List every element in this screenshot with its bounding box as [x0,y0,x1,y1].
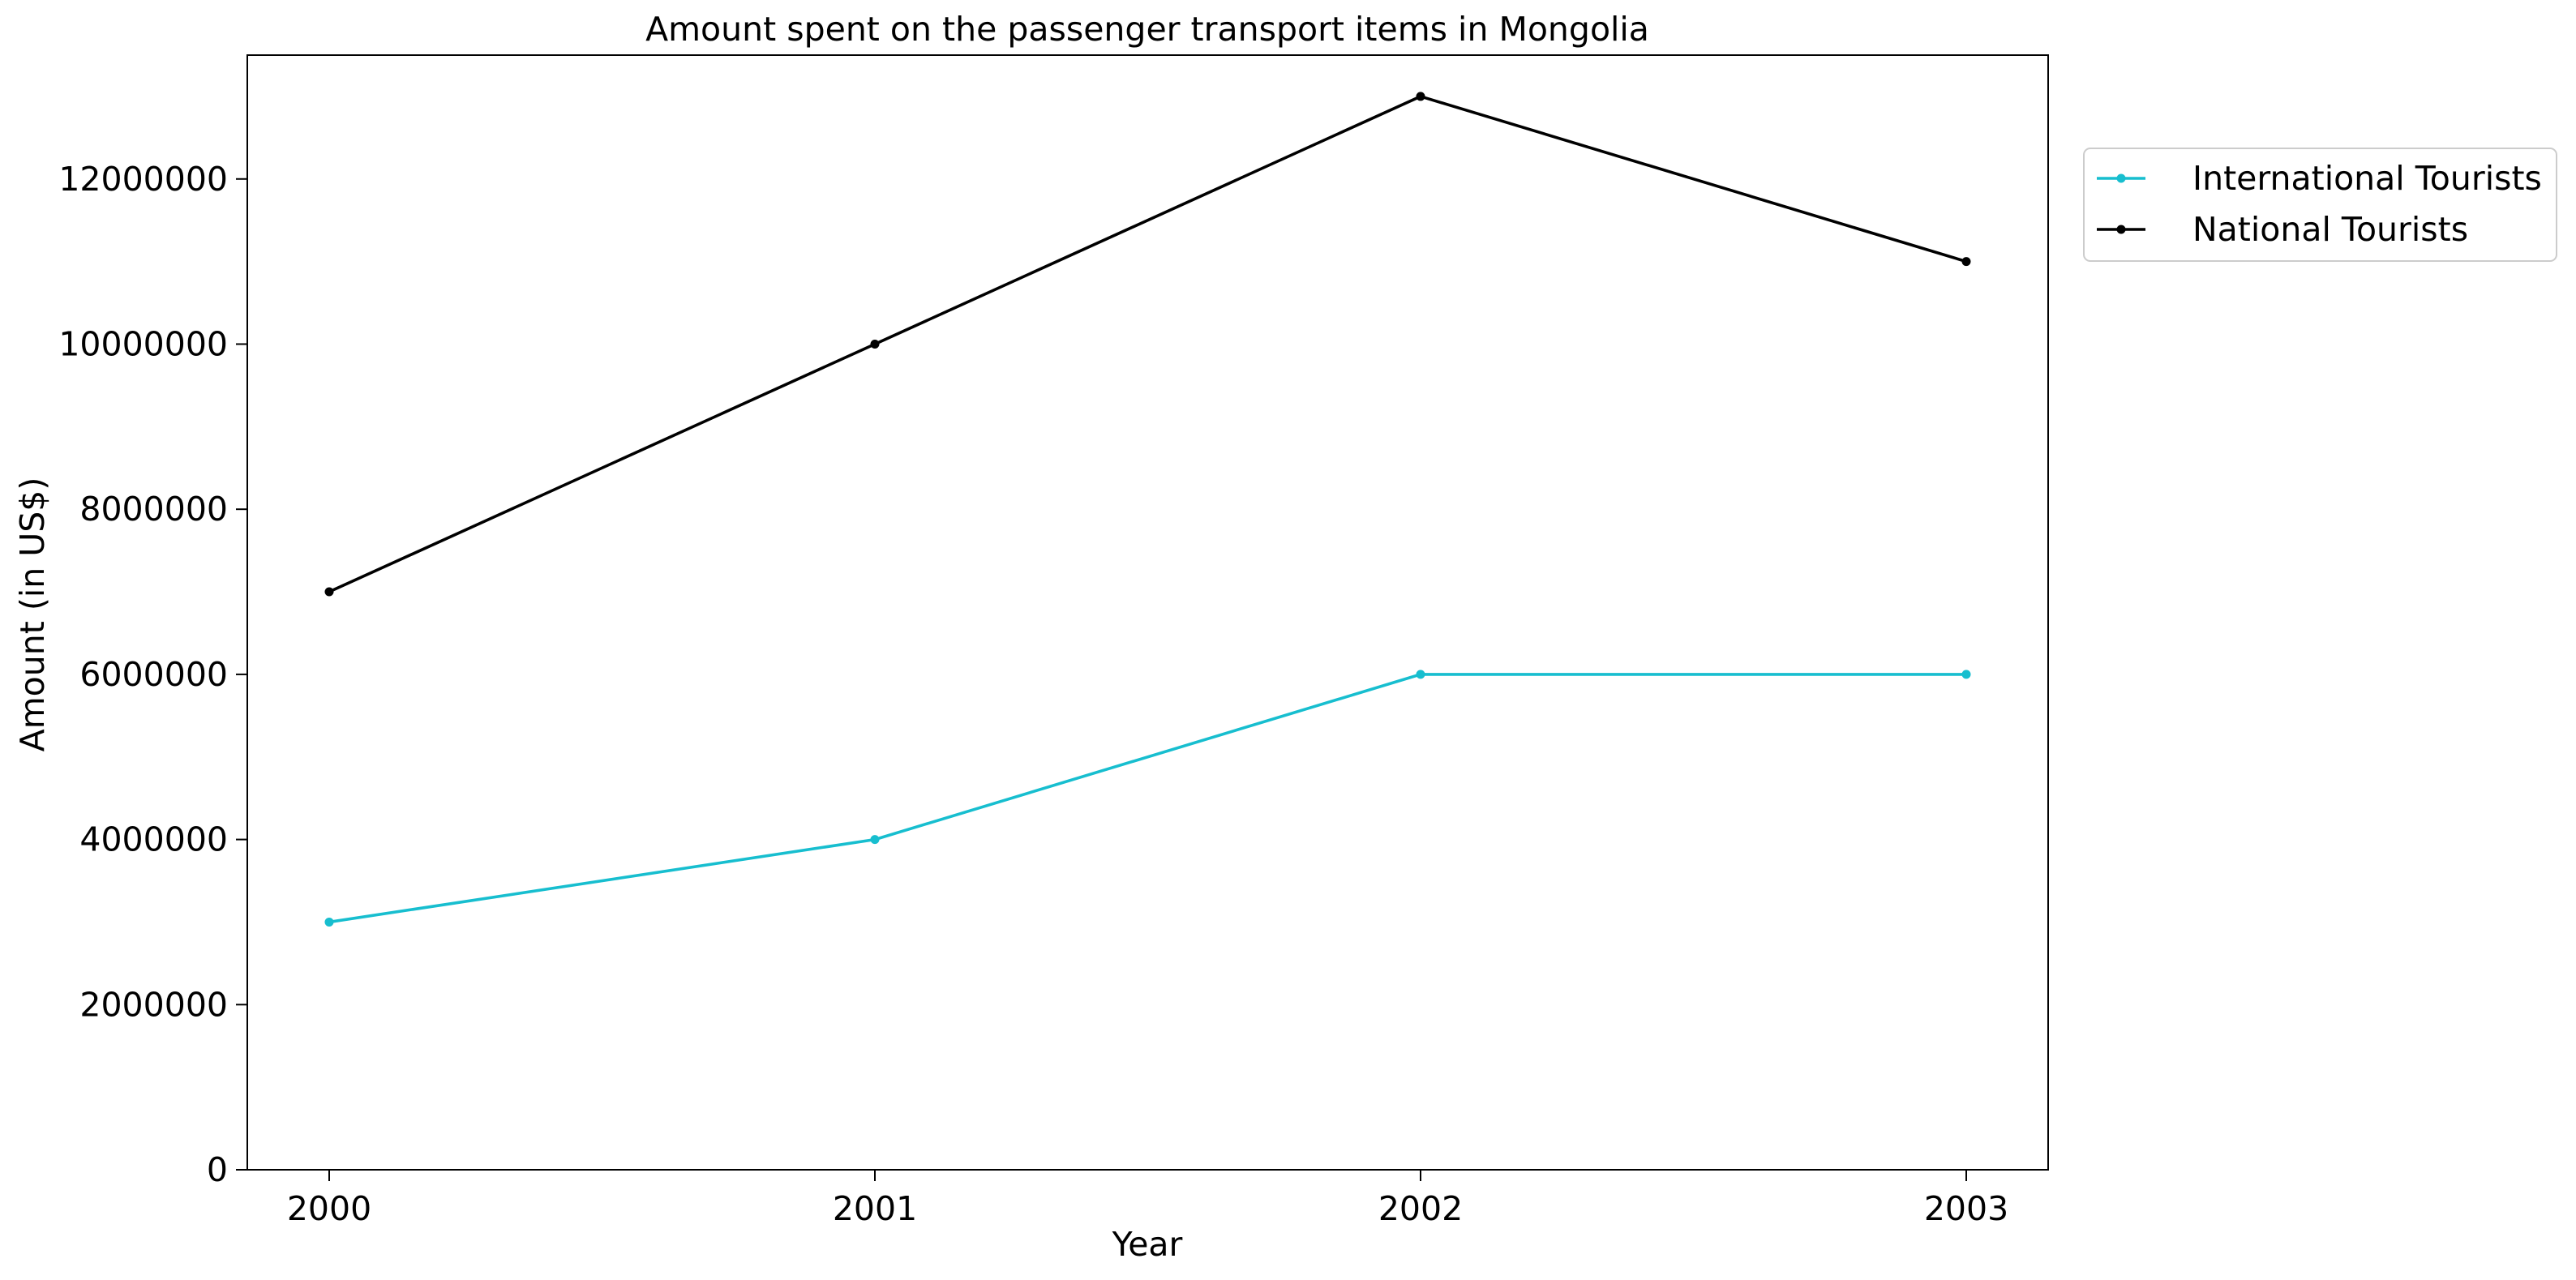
plot-frame [246,54,2049,1171]
legend-marker [2116,225,2126,234]
x-axis: 2000 2001 2002 2003 [287,1170,2008,1228]
legend: International Tourists National Tourists [2083,148,2557,262]
data-point [870,835,880,845]
x-tick-label: 2002 [1378,1189,1463,1228]
y-axis: 0 2000000 4000000 6000000 8000000 10000000 120… [58,160,247,1189]
series-international-tourists [324,670,1971,927]
y-tick-label: 6000000 [79,655,228,694]
x-tick-label: 2000 [287,1189,371,1228]
y-tick-label: 2000000 [79,985,228,1024]
x-tick-label: 2003 [1924,1189,2008,1228]
series-national-tourists [324,92,1971,597]
legend-frame [2083,148,2557,262]
legend-label: National Tourists [2192,210,2468,249]
data-point [324,917,334,927]
y-tick-label: 4000000 [79,820,228,859]
y-tick-label: 10000000 [58,324,228,363]
legend-marker [2116,173,2126,183]
legend-label: International Tourists [2192,159,2542,198]
data-point [1961,670,1971,679]
series-line [328,673,1966,924]
y-tick-label: 0 [207,1150,228,1189]
x-axis-label: Year [1112,1225,1183,1264]
data-point [1416,92,1425,101]
data-point [1416,670,1425,679]
y-tick-label: 12000000 [58,160,228,199]
legend-entry: National Tourists [2097,210,2468,249]
y-axis-label: Amount (in US$) [13,477,52,752]
y-tick-label: 8000000 [79,490,228,529]
plot-area [324,92,1971,927]
x-tick-label: 2001 [833,1189,917,1228]
data-point [1961,257,1971,267]
chart-title: Amount spent on the passenger transport … [645,10,1649,49]
data-point [324,587,334,597]
series-line [328,95,1967,593]
legend-entry: International Tourists [2097,159,2542,198]
data-point [870,339,880,349]
